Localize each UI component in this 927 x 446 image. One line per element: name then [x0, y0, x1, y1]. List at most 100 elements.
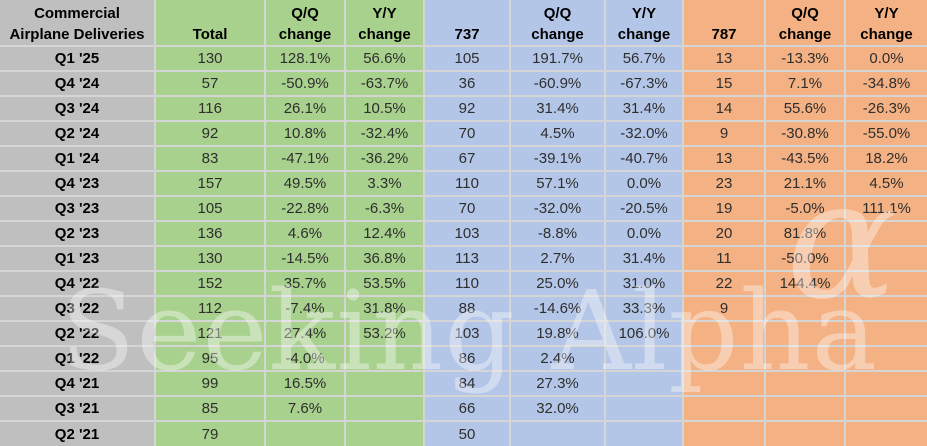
cell-787-yy: 0.0% — [844, 45, 927, 72]
cell-total: 79 — [154, 420, 266, 446]
cell-787-yy: -26.3% — [844, 95, 927, 122]
cell-787: 22 — [682, 270, 766, 297]
cell-737: 36 — [423, 70, 511, 97]
column-header-total-yy: Y/Y change — [344, 0, 425, 47]
table-row: Q3 '21 85 7.6% 66 32.0% — [0, 395, 927, 422]
cell-737-yy: 33.3% — [604, 295, 684, 322]
cell-total: 105 — [154, 195, 266, 222]
table-row: Q1 '25 130 128.1% 56.6% 105 191.7% 56.7% 13 -13.… — [0, 45, 927, 72]
cell-total: 92 — [154, 120, 266, 147]
table-row: Q2 '24 92 10.8% -32.4% 70 4.5% -32.0% 9 -30.8% -5… — [0, 120, 927, 147]
cell-quarter: Q2 '23 — [0, 220, 156, 247]
cell-787-yy — [844, 370, 927, 397]
cell-787-qq — [764, 320, 846, 347]
cell-total-yy: 53.5% — [344, 270, 425, 297]
column-header-737-yy: Y/Y change — [604, 0, 684, 47]
cell-787-yy: 4.5% — [844, 170, 927, 197]
cell-737: 70 — [423, 120, 511, 147]
cell-total-qq: 35.7% — [264, 270, 346, 297]
cell-787: 9 — [682, 120, 766, 147]
table-row: Q2 '23 136 4.6% 12.4% 103 -8.8% 0.0% 20 81.8% — [0, 220, 927, 247]
column-header-787-qq: Q/Q change — [764, 0, 846, 47]
cell-737: 103 — [423, 320, 511, 347]
cell-737-yy: 0.0% — [604, 220, 684, 247]
cell-total-yy: 53.2% — [344, 320, 425, 347]
cell-737-qq: 19.8% — [509, 320, 606, 347]
cell-787-qq — [764, 420, 846, 446]
cell-737-qq: 191.7% — [509, 45, 606, 72]
cell-total-qq: 10.8% — [264, 120, 346, 147]
table-row: Q4 '24 57 -50.9% -63.7% 36 -60.9% -67.3% 15 7.1%… — [0, 70, 927, 97]
cell-total-qq: 16.5% — [264, 370, 346, 397]
cell-737-yy: 56.7% — [604, 45, 684, 72]
table-row: Q1 '24 83 -47.1% -36.2% 67 -39.1% -40.7% 13 -43.… — [0, 145, 927, 172]
cell-737: 66 — [423, 395, 511, 422]
cell-total-qq: -7.4% — [264, 295, 346, 322]
cell-787-yy: 18.2% — [844, 145, 927, 172]
cell-787-qq — [764, 370, 846, 397]
column-header-line: Q/Q — [791, 5, 819, 22]
table-row: Q3 '22 112 -7.4% 31.8% 88 -14.6% 33.3% 9 — [0, 295, 927, 322]
cell-737-yy: 31.0% — [604, 270, 684, 297]
cell-787-yy — [844, 270, 927, 297]
cell-quarter: Q3 '22 — [0, 295, 156, 322]
cell-737: 105 — [423, 45, 511, 72]
cell-787 — [682, 370, 766, 397]
cell-787-yy: -34.8% — [844, 70, 927, 97]
column-header-line: 737 — [454, 26, 480, 43]
cell-total: 157 — [154, 170, 266, 197]
cell-787-qq: -30.8% — [764, 120, 846, 147]
cell-787-yy: -55.0% — [844, 120, 927, 147]
cell-787-qq: -13.3% — [764, 45, 846, 72]
cell-737-qq: -60.9% — [509, 70, 606, 97]
cell-737-qq — [509, 420, 606, 446]
cell-787 — [682, 420, 766, 446]
cell-quarter: Q3 '24 — [0, 95, 156, 122]
cell-787 — [682, 395, 766, 422]
table-row: Q3 '24 116 26.1% 10.5% 92 31.4% 31.4% 14 55.6% -2… — [0, 95, 927, 122]
cell-787-yy — [844, 345, 927, 372]
cell-total-qq: 49.5% — [264, 170, 346, 197]
cell-737-qq: 2.7% — [509, 245, 606, 272]
cell-787-qq: -5.0% — [764, 195, 846, 222]
cell-737-yy: -20.5% — [604, 195, 684, 222]
cell-total: 130 — [154, 245, 266, 272]
cell-total: 121 — [154, 320, 266, 347]
cell-787 — [682, 345, 766, 372]
cell-quarter: Q2 '22 — [0, 320, 156, 347]
cell-total-yy: 36.8% — [344, 245, 425, 272]
cell-total-yy: 3.3% — [344, 170, 425, 197]
table-row: Q1 '23 130 -14.5% 36.8% 113 2.7% 31.4% 11 -50.0% — [0, 245, 927, 272]
cell-quarter: Q2 '24 — [0, 120, 156, 147]
cell-total: 130 — [154, 45, 266, 72]
column-header-line: Airplane Deliveries — [9, 26, 145, 43]
cell-737: 103 — [423, 220, 511, 247]
cell-787-qq — [764, 345, 846, 372]
column-header-line: Y/Y — [631, 5, 657, 22]
column-header-line: Y/Y — [874, 5, 899, 22]
cell-quarter: Q1 '24 — [0, 145, 156, 172]
cell-quarter: Q1 '23 — [0, 245, 156, 272]
cell-quarter: Q1 '25 — [0, 45, 156, 72]
cell-total: 85 — [154, 395, 266, 422]
cell-total-qq: -14.5% — [264, 245, 346, 272]
cell-total-yy — [344, 395, 425, 422]
cell-787-yy — [844, 395, 927, 422]
cell-787-qq: 81.8% — [764, 220, 846, 247]
table-row: Q1 '22 95 -4.0% 86 2.4% — [0, 345, 927, 372]
table-row: Q2 '21 79 50 — [0, 420, 927, 446]
column-header-total-qq: Q/Q change — [264, 0, 346, 47]
column-header-line: change — [278, 26, 332, 43]
cell-total-qq — [264, 420, 346, 446]
cell-total-qq: 27.4% — [264, 320, 346, 347]
cell-787-yy — [844, 295, 927, 322]
table-row: Q3 '23 105 -22.8% -6.3% 70 -32.0% -20.5% 19 -5.0… — [0, 195, 927, 222]
column-header-quarter: Commercial Airplane Deliveries — [0, 0, 156, 47]
cell-737: 70 — [423, 195, 511, 222]
cell-737-qq: -39.1% — [509, 145, 606, 172]
cell-737-qq: 27.3% — [509, 370, 606, 397]
cell-total-qq: 4.6% — [264, 220, 346, 247]
cell-737-qq: -32.0% — [509, 195, 606, 222]
